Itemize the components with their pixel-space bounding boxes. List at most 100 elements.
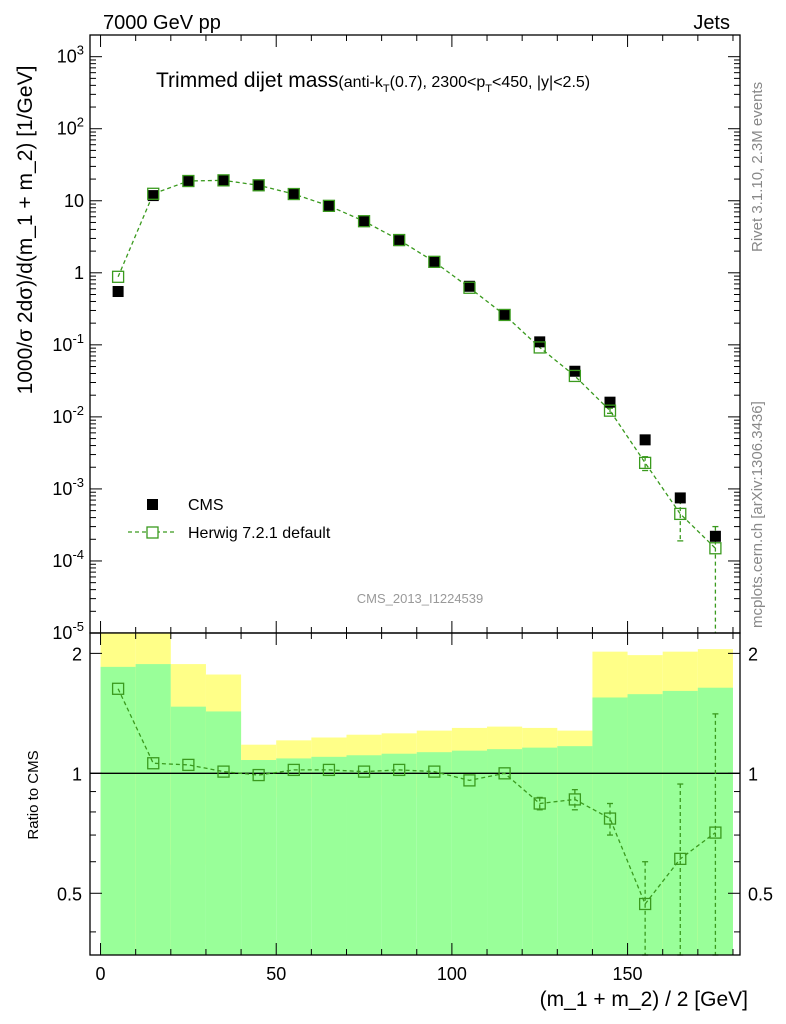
ratio-xtick-label: 50 xyxy=(266,964,286,984)
herwig-point xyxy=(287,187,300,201)
ratio-ytick-label-left: 0.5 xyxy=(57,884,82,904)
title-sub-k-index: T xyxy=(383,83,390,95)
ratio-point xyxy=(568,793,582,806)
ratio-ytick-label-left: 1 xyxy=(72,764,82,784)
cms-point xyxy=(604,396,616,408)
mcplots-label: mcplots.cern.ch [arXiv:1306.3436] xyxy=(749,401,766,628)
main-plot-frame xyxy=(89,34,741,634)
ratio-ytick-label-right: 1 xyxy=(748,764,758,784)
ratio-band-inner xyxy=(522,747,558,955)
main-ytick-exponent: 3 xyxy=(77,43,84,58)
main-ytick-exponent: -2 xyxy=(72,403,84,418)
ratio-ylabel: Ratio to CMS xyxy=(25,750,42,839)
herwig-line xyxy=(117,179,716,549)
ratio-band-inner xyxy=(311,756,347,955)
cms-point xyxy=(709,530,721,542)
cms-point xyxy=(499,309,511,321)
ratio-point xyxy=(217,765,230,778)
legend-cms-marker xyxy=(147,499,158,510)
main-ytick-exponent: -3 xyxy=(72,475,84,490)
ratio-bands xyxy=(100,633,733,955)
rivet-label: Rivet 3.1.10, 2.3M events xyxy=(749,82,766,252)
title-sub-b: (0.7), 2300<p xyxy=(390,74,486,91)
herwig-point xyxy=(463,281,476,294)
ratio-band-inner xyxy=(170,706,206,955)
herwig-point xyxy=(182,174,195,188)
main-ytick-exponent: -5 xyxy=(72,619,84,634)
ratio-band-inner xyxy=(241,760,277,955)
main-ytick-base: 10 xyxy=(52,551,72,571)
ratio-axis-ticks: 0.5 0.5 1 1 2 2 0 50 100 150 xyxy=(57,633,773,984)
legend: CMS Herwig 7.2.1 default xyxy=(128,497,331,542)
main-ytick-exponent: -1 xyxy=(72,331,84,346)
ratio-point xyxy=(393,763,406,777)
ratio-point xyxy=(147,757,160,770)
cms-point xyxy=(569,365,581,377)
herwig-point xyxy=(147,187,160,200)
cms-point xyxy=(393,235,405,247)
cms-point xyxy=(639,434,651,446)
herwig-point xyxy=(638,456,652,470)
main-series-layer xyxy=(111,174,722,633)
main-ytick-label: 1 xyxy=(74,263,84,283)
main-ytick-label: 10-5 xyxy=(52,619,84,643)
ratio-band-inner xyxy=(451,750,488,955)
herwig-point xyxy=(428,255,441,268)
ratio-point xyxy=(498,767,511,780)
cms-point xyxy=(288,188,300,200)
cms-point xyxy=(463,280,475,292)
main-ytick-label: 103 xyxy=(57,43,84,67)
ratio-band-inner xyxy=(557,746,593,955)
process-label: Jets xyxy=(693,12,730,34)
ratio-point xyxy=(603,812,617,825)
title-sub-p-index: T xyxy=(485,83,492,95)
herwig-point xyxy=(322,199,336,212)
ratio-point xyxy=(463,774,476,787)
ratio-xtick-label: 150 xyxy=(613,964,643,984)
main-ytick-label: 10-3 xyxy=(52,475,84,499)
cms-point xyxy=(428,256,440,268)
herwig-point xyxy=(357,215,371,228)
xlabel: (m_1 + m_2) / 2 [GeV] xyxy=(540,988,748,1011)
legend-herwig-label: Herwig 7.2.1 default xyxy=(188,525,331,542)
title-sub-a: (anti-k xyxy=(338,74,383,91)
cms-point xyxy=(147,190,159,202)
ratio-ytick-label-right: 0.5 xyxy=(748,884,773,904)
main-ytick-label: 102 xyxy=(57,115,84,139)
main-ytick-exponent: 2 xyxy=(77,115,84,130)
ratio-band-inner xyxy=(627,694,663,955)
ratio-band-inner xyxy=(487,749,523,955)
plot-title: Trimmed dijet mass(anti-kT(0.7), 2300<pT… xyxy=(156,69,590,95)
main-ylabel: 1000/σ 2dσ)/d(m_1 + m_2) [1/GeV] xyxy=(14,66,37,395)
herwig-point xyxy=(498,308,511,322)
main-ytick-exponent: -4 xyxy=(72,547,84,562)
ratio-plot-frame xyxy=(89,632,741,956)
ratio-point xyxy=(252,768,265,782)
herwig-point xyxy=(568,369,582,383)
ratio-point xyxy=(287,763,300,777)
herwig-point xyxy=(111,270,125,283)
title-sub-c: <450, |y|<2.5) xyxy=(492,74,590,91)
main-ytick-label: 10-2 xyxy=(52,403,84,427)
ratio-series-layer xyxy=(90,682,740,956)
ratio-point xyxy=(709,826,722,839)
ratio-point xyxy=(357,765,371,778)
ratio-band-inner xyxy=(205,711,242,955)
legend-cms-label: CMS xyxy=(188,497,224,514)
herwig-point xyxy=(533,341,546,354)
cms-point xyxy=(253,179,265,191)
herwig-point xyxy=(252,179,265,192)
herwig-point xyxy=(603,404,617,417)
main-ytick-base: 10 xyxy=(52,407,72,427)
ratio-point xyxy=(322,763,336,777)
cms-point xyxy=(112,286,124,298)
ratio-point xyxy=(182,758,195,772)
ratio-point xyxy=(428,765,441,778)
main-ytick-base: 10 xyxy=(57,119,77,139)
ratio-band-inner xyxy=(416,752,452,955)
ratio-band-inner xyxy=(381,753,417,955)
main-ytick-label: 10-1 xyxy=(52,331,84,355)
cms-point xyxy=(218,175,230,187)
